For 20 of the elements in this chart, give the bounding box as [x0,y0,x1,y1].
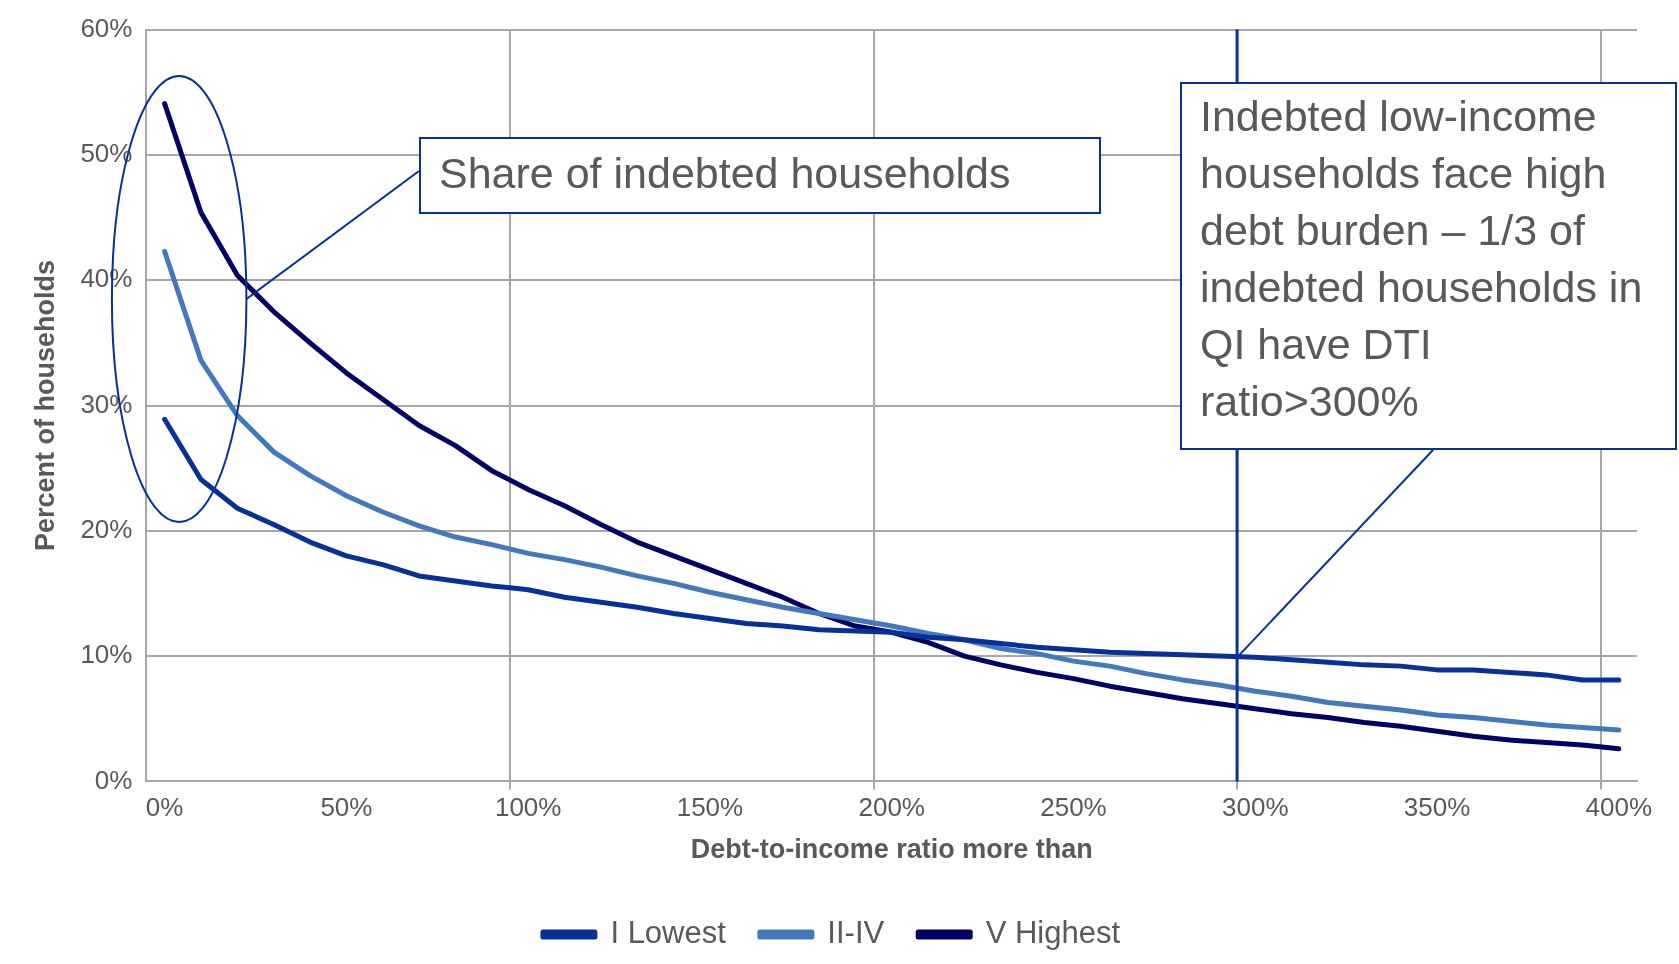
x-tick-label: 300% [1222,792,1289,823]
x-tick-label: 100% [494,792,562,823]
x-axis-title: Debt-to-income ratio more than [690,834,1093,865]
legend-label: I Lowest [610,915,727,951]
x-tick-label: 50% [320,792,373,823]
x-tick-label: 0% [145,792,184,823]
legend-label: II-IV [827,915,885,951]
legend-label: V Highest [985,915,1121,951]
annotation: Indebted low-income households face high debt burden – 1/3 of indebted households in QI have DTI ratio>300% [1200,92,1643,425]
y-tick-label: 20% [80,513,133,544]
y-tick-label: 10% [80,639,133,670]
x-tick-label: 200% [858,792,925,823]
x-tick-label: 150% [676,792,744,823]
annotation: Share of indebted households [439,149,1011,197]
y-axis-title: Percent of households [29,259,60,552]
x-tick-label: 250% [1040,792,1107,823]
x-tick-label: 400% [1585,792,1653,823]
y-tick-label: 60% [80,12,133,43]
y-tick-label: 0% [94,764,133,795]
x-tick-label: 350% [1403,792,1471,823]
